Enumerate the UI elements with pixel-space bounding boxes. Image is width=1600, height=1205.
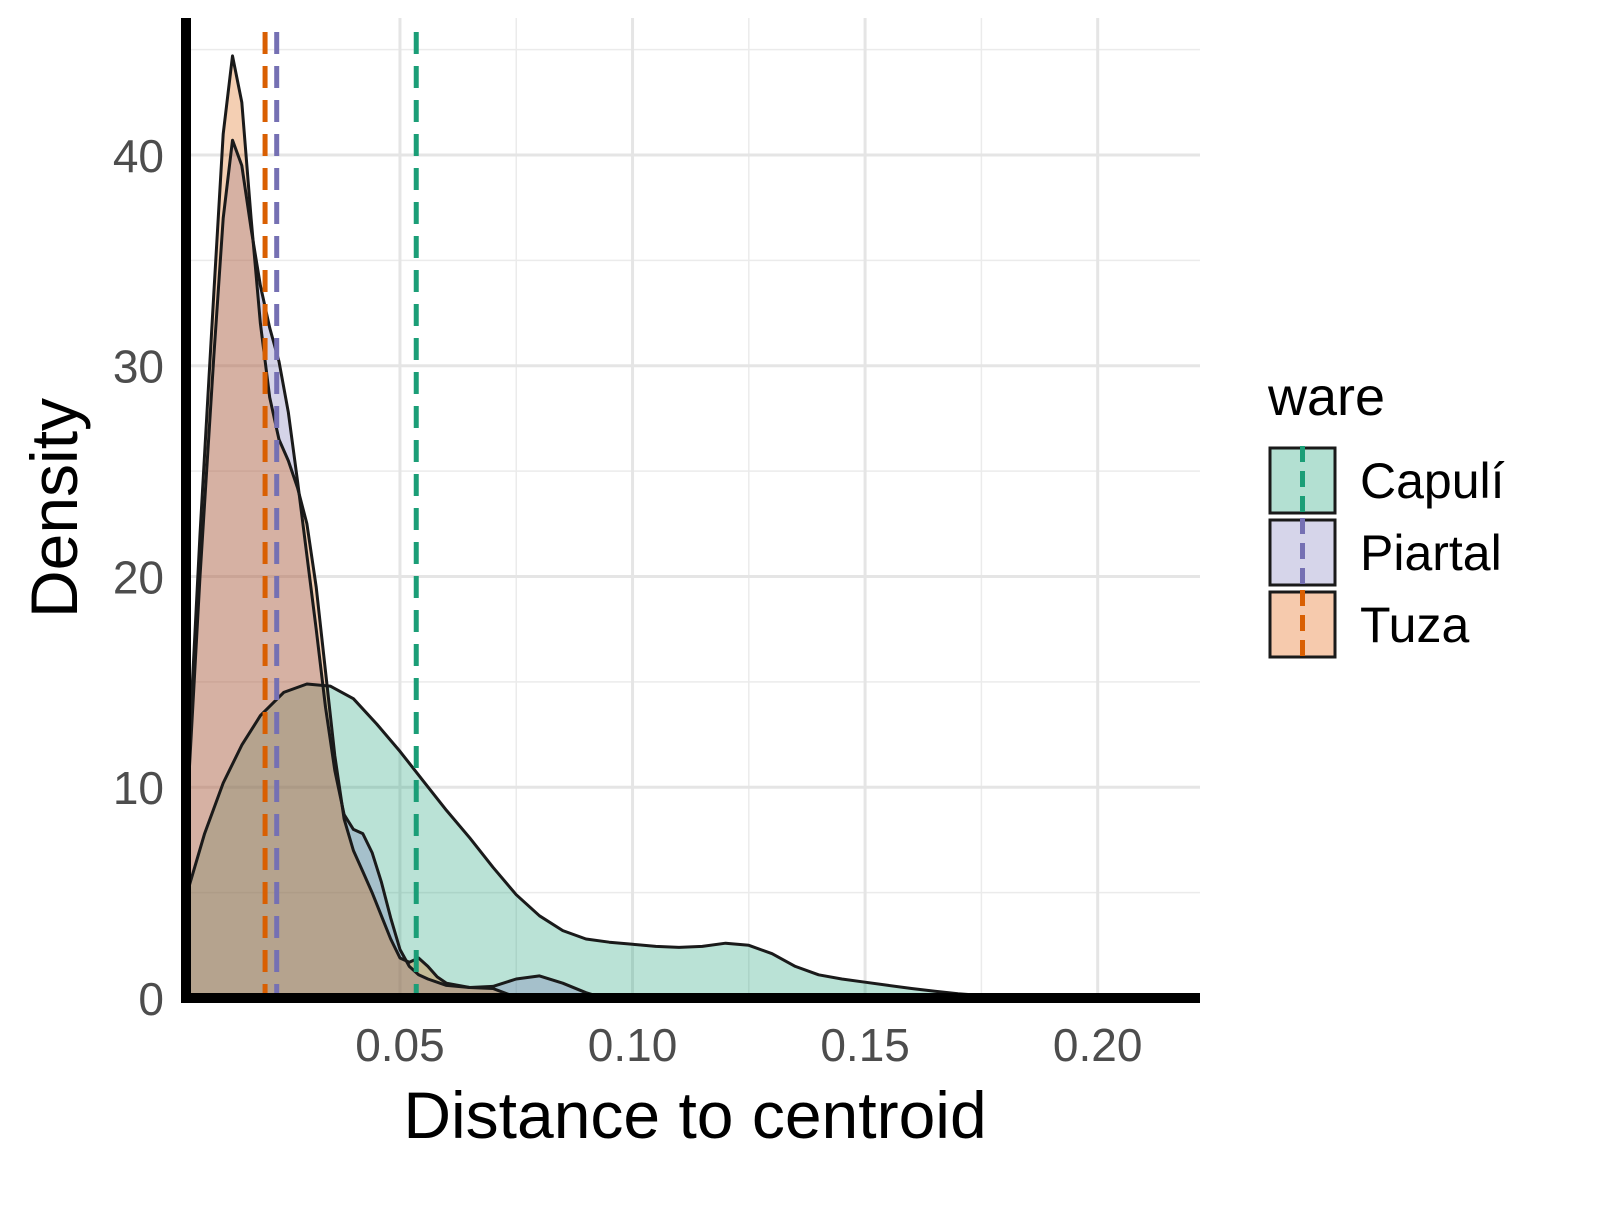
y-tick-label: 10 <box>113 762 164 814</box>
x-tick-label: 0.20 <box>1053 1019 1143 1071</box>
legend-label-tuza: Tuza <box>1360 597 1469 653</box>
density-areas <box>184 54 1146 999</box>
density-area-piartal <box>186 140 600 998</box>
legend: ware Capulí Piartal Tuza <box>1267 367 1505 659</box>
y-tick-label: 20 <box>113 551 164 603</box>
density-outline-tuza <box>184 54 518 999</box>
density-area-tuza <box>186 55 517 998</box>
axes <box>181 18 1200 1003</box>
density-outline-piartal <box>184 138 602 999</box>
legend-label-capul-: Capulí <box>1360 453 1505 509</box>
x-tick-label: 0.15 <box>820 1019 910 1071</box>
legend-keys: Capulí Piartal Tuza <box>1268 446 1505 659</box>
y-axis-title: Density <box>17 398 91 618</box>
legend-label-piartal: Piartal <box>1360 525 1502 581</box>
y-tick-label: 0 <box>138 973 164 1025</box>
x-tick-label: 0.05 <box>355 1019 445 1071</box>
tick-labels: 0.05 0.10 0.15 0.20 0 10 20 30 40 <box>113 130 1143 1071</box>
y-tick-label: 30 <box>113 341 164 393</box>
y-tick-label: 40 <box>113 130 164 182</box>
mean-lines <box>262 32 419 998</box>
x-tick-label: 0.10 <box>588 1019 678 1071</box>
legend-title: ware <box>1267 367 1385 427</box>
density-area-capul- <box>186 684 1145 998</box>
x-axis-title: Distance to centroid <box>403 1078 986 1152</box>
